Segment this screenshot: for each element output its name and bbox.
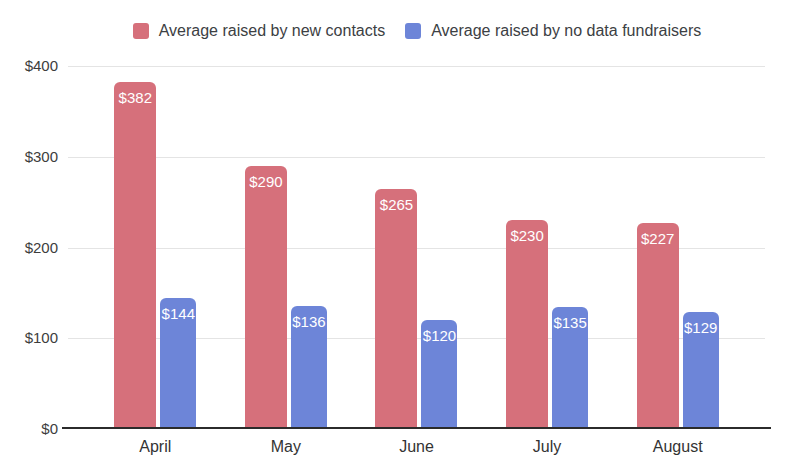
bar-value-label-new-contacts-june: $265: [375, 196, 417, 213]
y-axis: $0$100$200$300$400: [0, 66, 58, 429]
y-tick-label: $400: [0, 57, 58, 75]
bar-value-label-new-contacts-may: $290: [245, 173, 287, 190]
bar-value-label-new-contacts-july: $230: [506, 227, 548, 244]
bar-no-data-fundraisers-may: $136: [291, 306, 327, 429]
plot-area: $382 $144 $290 $136 $265 $120 $230 $135 $227 $129: [68, 66, 765, 429]
bar-value-label-new-contacts-april: $382: [114, 89, 156, 106]
x-tick-label-may: May: [221, 437, 352, 457]
legend-item-new-contacts: Average raised by new contacts: [133, 22, 386, 40]
bar-value-label-no-data-fundraisers-july: $135: [552, 314, 588, 331]
bar-value-label-no-data-fundraisers-june: $120: [421, 327, 457, 344]
bar-no-data-fundraisers-june: $120: [421, 320, 457, 429]
bar-group-june: $265 $120: [351, 66, 482, 429]
x-tick-label-april: April: [90, 437, 221, 457]
x-axis: AprilMayJuneJulyAugust: [68, 437, 765, 463]
y-tick-label: $100: [0, 329, 58, 347]
x-tick-label-june: June: [351, 437, 482, 457]
legend-label-no-data-fundraisers: Average raised by no data fundraisers: [431, 22, 701, 40]
bar-chart: Average raised by new contacts Average r…: [0, 0, 804, 474]
bar-no-data-fundraisers-august: $129: [683, 312, 719, 429]
legend-swatch-new-contacts-icon: [133, 23, 149, 39]
bar-group-may: $290 $136: [221, 66, 352, 429]
bar-value-label-new-contacts-august: $227: [637, 230, 679, 247]
bar-value-label-no-data-fundraisers-august: $129: [683, 319, 719, 336]
bar-value-label-no-data-fundraisers-april: $144: [160, 305, 196, 322]
bar-no-data-fundraisers-april: $144: [160, 298, 196, 429]
legend-item-no-data-fundraisers: Average raised by no data fundraisers: [405, 22, 701, 40]
bar-new-contacts-april: $382: [114, 82, 156, 429]
bar-no-data-fundraisers-july: $135: [552, 307, 588, 430]
x-tick-label-july: July: [482, 437, 613, 457]
bar-group-april: $382 $144: [90, 66, 221, 429]
legend-swatch-no-data-fundraisers-icon: [405, 23, 421, 39]
legend-label-new-contacts: Average raised by new contacts: [159, 22, 386, 40]
x-axis-baseline: [62, 427, 771, 429]
bar-new-contacts-may: $290: [245, 166, 287, 429]
x-tick-label-august: August: [612, 437, 743, 457]
y-tick-label: $300: [0, 148, 58, 166]
bar-new-contacts-july: $230: [506, 220, 548, 429]
bar-value-label-no-data-fundraisers-may: $136: [291, 313, 327, 330]
y-tick-label: $0: [0, 420, 58, 438]
bar-new-contacts-june: $265: [375, 189, 417, 429]
chart-legend: Average raised by new contacts Average r…: [30, 22, 804, 40]
y-tick-label: $200: [0, 239, 58, 257]
bar-group-july: $230 $135: [482, 66, 613, 429]
bar-new-contacts-august: $227: [637, 223, 679, 429]
bar-group-august: $227 $129: [612, 66, 743, 429]
